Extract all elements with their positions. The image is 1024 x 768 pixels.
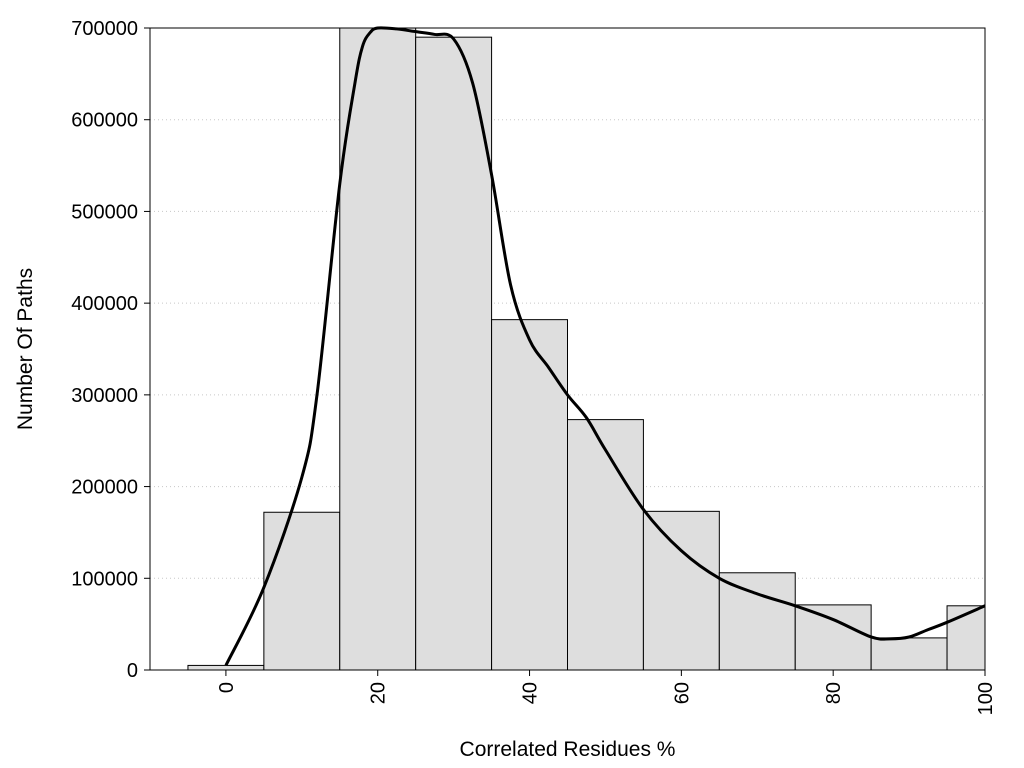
x-axis-label: Correlated Residues % <box>460 738 676 761</box>
histogram-bar <box>642 510 720 671</box>
histogram-bar <box>870 637 948 671</box>
x-tick-label: 100 <box>975 682 997 715</box>
histogram-bar <box>339 27 417 671</box>
histogram-bar <box>794 604 872 671</box>
x-axis-ticks: 0 20 40 60 80 100 <box>216 670 997 715</box>
y-tick-label: 300000 <box>71 385 138 407</box>
y-tick-label: 600000 <box>71 110 138 132</box>
x-tick-label: 20 <box>368 682 390 704</box>
y-axis-label: Number Of Paths <box>14 268 37 430</box>
y-tick-label: 400000 <box>71 293 138 315</box>
histogram-bar <box>567 419 644 671</box>
y-tick-label: 700000 <box>71 18 138 40</box>
histogram-bar <box>415 36 493 671</box>
x-tick-label: 40 <box>520 682 542 704</box>
y-tick-label: 200000 <box>71 477 138 499</box>
x-tick-label: 80 <box>823 682 845 704</box>
histogram-bar <box>491 319 568 671</box>
x-tick-label: 0 <box>216 682 238 693</box>
density-curve <box>224 26 986 667</box>
y-axis-ticks: 0 100000 200000 300000 400000 500000 600000 700… <box>71 18 150 682</box>
histogram-bar <box>946 605 986 671</box>
y-tick-label: 100000 <box>71 568 138 590</box>
plot-frame <box>149 27 986 671</box>
histogram-bar <box>187 664 265 671</box>
y-tick-label: 500000 <box>71 201 138 223</box>
histogram-bar <box>718 572 796 671</box>
x-tick-label: 60 <box>671 682 693 704</box>
y-tick-label: 0 <box>127 660 138 682</box>
bars-group <box>187 27 986 671</box>
histogram-bar <box>263 511 341 671</box>
